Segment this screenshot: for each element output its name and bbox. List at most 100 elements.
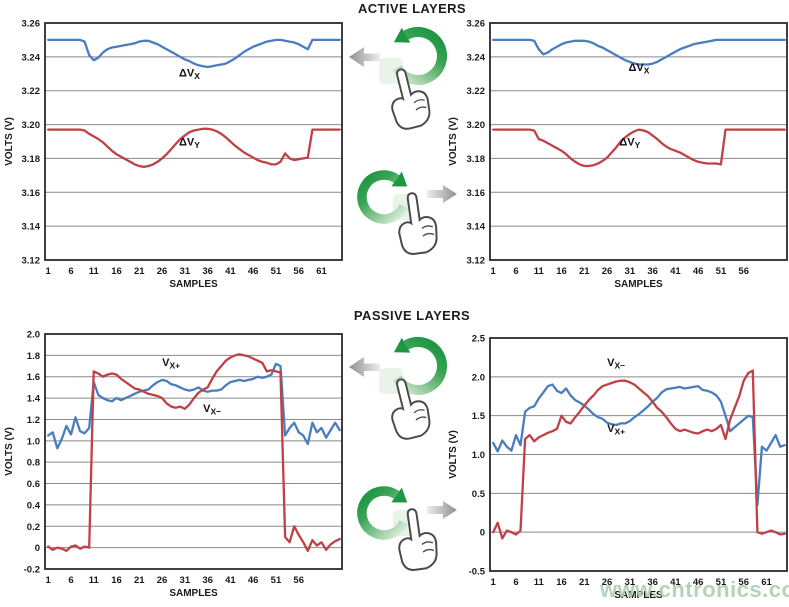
chart-active-left-canvas: 3.263.243.223.203.183.163.143.121 6 11 16 21… xyxy=(4,19,343,290)
svg-text:51: 51 xyxy=(271,575,282,586)
svg-text:0.8: 0.8 xyxy=(27,458,40,469)
svg-text:56: 56 xyxy=(738,266,749,277)
svg-text:46: 46 xyxy=(693,577,704,588)
svg-text:36: 36 xyxy=(202,575,213,586)
svg-text:3.12: 3.12 xyxy=(467,256,486,267)
chart-active-right-canvas: 3.263.243.223.203.183.163.143.121 6 11 16 21… xyxy=(448,19,788,290)
svg-text:VX+: VX+ xyxy=(607,423,625,437)
svg-text:1.8: 1.8 xyxy=(27,351,40,362)
svg-text:1: 1 xyxy=(46,575,52,586)
svg-text:3.20: 3.20 xyxy=(467,120,486,131)
svg-text:3.22: 3.22 xyxy=(467,86,486,97)
svg-text:11: 11 xyxy=(534,266,545,277)
watermark-text: www.cntronics.com xyxy=(600,577,789,602)
svg-text:31: 31 xyxy=(180,575,191,586)
svg-text:31: 31 xyxy=(180,266,191,277)
svg-text:SAMPLES: SAMPLES xyxy=(169,588,218,599)
svg-text:0: 0 xyxy=(480,528,485,539)
svg-text:51: 51 xyxy=(716,266,727,277)
section-title-active: ACTIVE LAYERS xyxy=(357,1,467,16)
svg-text:2.5: 2.5 xyxy=(472,334,486,345)
rotate-ccw-icon xyxy=(345,18,475,146)
svg-text:21: 21 xyxy=(579,266,590,277)
svg-text:41: 41 xyxy=(225,266,236,277)
svg-text:1.0: 1.0 xyxy=(472,450,485,461)
svg-text:56: 56 xyxy=(293,266,304,277)
svg-text:16: 16 xyxy=(111,266,122,277)
svg-text:11: 11 xyxy=(89,266,100,277)
svg-text:46: 46 xyxy=(693,266,704,277)
rotate-ccw-gesture-passive xyxy=(345,328,475,456)
svg-text:51: 51 xyxy=(271,266,282,277)
svg-text:26: 26 xyxy=(157,266,168,277)
svg-text:3.22: 3.22 xyxy=(22,86,41,97)
section-title-passive: PASSIVE LAYERS xyxy=(353,308,471,323)
svg-text:31: 31 xyxy=(625,577,636,588)
svg-text:56: 56 xyxy=(738,577,749,588)
svg-text:2.0: 2.0 xyxy=(472,372,485,383)
svg-text:41: 41 xyxy=(225,575,236,586)
svg-text:-0.5: -0.5 xyxy=(469,567,486,578)
svg-text:0.2: 0.2 xyxy=(27,522,40,533)
svg-text:3.16: 3.16 xyxy=(467,188,486,199)
svg-text:VX−: VX− xyxy=(607,357,625,371)
svg-text:SAMPLES: SAMPLES xyxy=(169,279,218,290)
svg-text:36: 36 xyxy=(202,266,213,277)
svg-text:46: 46 xyxy=(248,266,259,277)
chart-passive-left-canvas: 2.01.81.61.41.21.00.80.60.40.20-0.21 6 11 1… xyxy=(4,330,343,599)
svg-text:VX+: VX+ xyxy=(162,357,180,371)
svg-text:3.26: 3.26 xyxy=(467,19,486,30)
svg-text:ΔVY: ΔVY xyxy=(179,137,200,151)
rotate-cw-gesture-passive xyxy=(347,464,477,592)
svg-text:41: 41 xyxy=(670,577,681,588)
svg-text:VOLTS (V): VOLTS (V) xyxy=(4,117,15,166)
chart-active-right: 3.26 3.24 3.22 3.20 3.18 3.16 3.14 3.12 1 6 11 16 21… xyxy=(445,15,789,305)
svg-text:6: 6 xyxy=(68,266,73,277)
svg-text:3.26: 3.26 xyxy=(22,19,41,30)
svg-text:6: 6 xyxy=(513,577,518,588)
svg-text:51: 51 xyxy=(716,577,727,588)
svg-text:VX−: VX− xyxy=(203,403,221,417)
svg-text:31: 31 xyxy=(625,266,636,277)
svg-text:26: 26 xyxy=(602,577,613,588)
svg-text:3.12: 3.12 xyxy=(22,256,41,267)
rotate-ccw-gesture-active xyxy=(345,18,475,146)
svg-text:11: 11 xyxy=(89,575,100,586)
chart-passive-left: 2.0 1.8 1.6 1.4 1.2 1.0 0.8 0.6 0.4 0.2 0 -0.2 1 6 11 1… xyxy=(0,326,345,607)
svg-text:6: 6 xyxy=(513,266,518,277)
svg-text:16: 16 xyxy=(556,266,567,277)
svg-text:ΔVY: ΔVY xyxy=(619,137,640,151)
svg-text:VOLTS (V): VOLTS (V) xyxy=(448,117,459,166)
chart-passive-right-canvas: 2.52.01.51.00.50-0.51 6 11 16 21 26 31 36 41 46 51… xyxy=(448,334,788,601)
rotate-cw-icon xyxy=(347,464,477,592)
rotate-cw-gesture-active xyxy=(347,148,477,276)
svg-text:3.14: 3.14 xyxy=(22,222,41,233)
svg-text:56: 56 xyxy=(293,575,304,586)
svg-text:0.5: 0.5 xyxy=(472,489,486,500)
svg-text:36: 36 xyxy=(647,266,658,277)
svg-text:ΔVX: ΔVX xyxy=(628,62,649,76)
svg-text:VOLTS (V): VOLTS (V) xyxy=(448,430,459,479)
svg-text:2.0: 2.0 xyxy=(27,330,40,341)
svg-text:21: 21 xyxy=(579,577,590,588)
svg-text:3.18: 3.18 xyxy=(22,154,41,165)
svg-text:26: 26 xyxy=(157,575,168,586)
svg-text:SAMPLES: SAMPLES xyxy=(614,279,663,290)
svg-text:1.4: 1.4 xyxy=(27,394,41,405)
svg-text:1: 1 xyxy=(491,577,497,588)
svg-text:0.4: 0.4 xyxy=(27,500,41,511)
svg-text:21: 21 xyxy=(134,575,145,586)
svg-text:61: 61 xyxy=(316,266,327,277)
svg-text:-0.2: -0.2 xyxy=(24,565,40,576)
svg-text:1.5: 1.5 xyxy=(472,411,486,422)
svg-text:1.6: 1.6 xyxy=(27,372,40,383)
svg-text:3.18: 3.18 xyxy=(467,154,486,165)
svg-text:36: 36 xyxy=(647,577,658,588)
svg-text:1.2: 1.2 xyxy=(27,415,40,426)
svg-text:3.24: 3.24 xyxy=(467,52,486,63)
svg-text:1: 1 xyxy=(491,266,497,277)
svg-text:1.0: 1.0 xyxy=(27,436,40,447)
svg-text:ΔVX: ΔVX xyxy=(179,67,200,81)
rotate-ccw-icon xyxy=(345,328,475,456)
